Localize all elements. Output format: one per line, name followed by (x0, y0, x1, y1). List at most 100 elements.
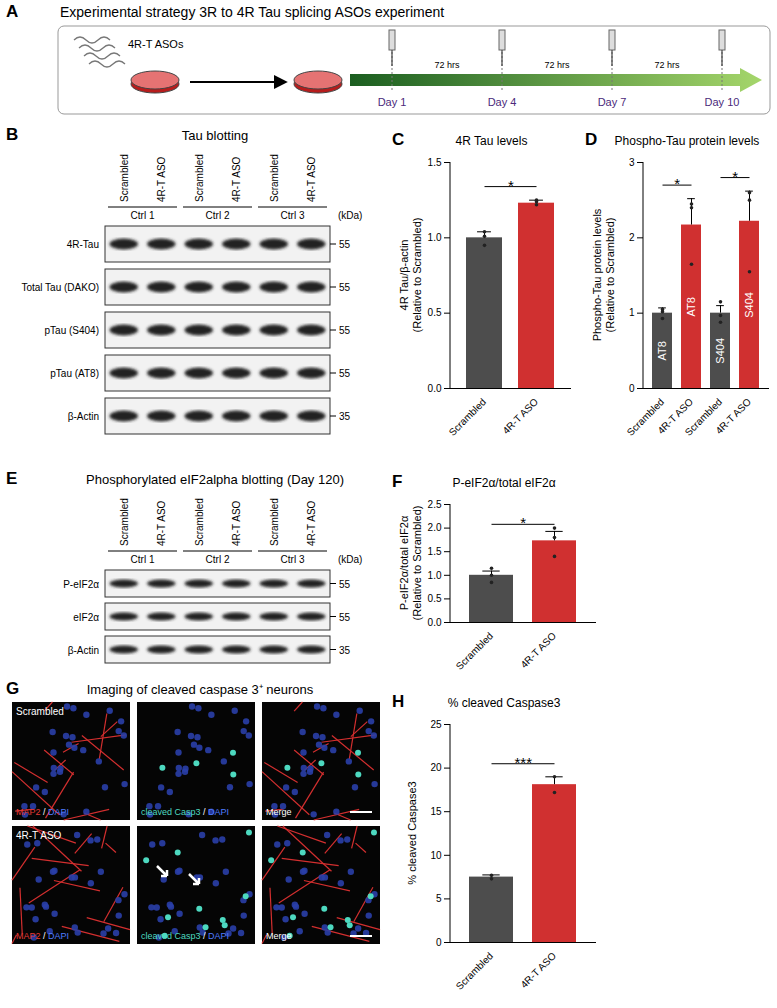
svg-text:2.0: 2.0 (428, 522, 442, 533)
svg-text:4R-T ASOs: 4R-T ASOs (128, 38, 184, 50)
svg-text:4R-T ASO: 4R-T ASO (231, 156, 242, 202)
svg-text:4R-T ASO: 4R-T ASO (16, 830, 62, 841)
svg-text:Ctrl 1: Ctrl 1 (131, 210, 155, 221)
svg-text:35: 35 (339, 645, 351, 656)
svg-text:0: 0 (629, 383, 635, 394)
svg-text:55: 55 (339, 612, 351, 623)
svg-text:10: 10 (430, 850, 442, 861)
svg-text:Scrambled: Scrambled (447, 396, 489, 438)
svg-text:Imaging of cleaved caspase 3⁺: Imaging of cleaved caspase 3⁺ neurons (87, 682, 314, 697)
svg-text:G: G (6, 679, 19, 698)
svg-text:2.5: 2.5 (428, 499, 442, 510)
svg-text:E: E (6, 469, 17, 488)
svg-text:Scrambled: Scrambled (454, 950, 496, 992)
svg-text:*: * (674, 175, 680, 192)
svg-text:(kDa): (kDa) (338, 554, 362, 565)
svg-text:25: 25 (430, 719, 442, 730)
svg-text:Phospho-Tau protein levels(Rel: Phospho-Tau protein levels(Relative to S… (591, 208, 616, 341)
svg-text:55: 55 (339, 325, 351, 336)
svg-text:4R-Tau: 4R-Tau (67, 239, 99, 250)
svg-text:4R-T ASO: 4R-T ASO (156, 500, 167, 546)
svg-text:β-Actin: β-Actin (68, 411, 99, 422)
svg-text:Ctrl 1: Ctrl 1 (131, 554, 155, 565)
svg-text:P-eIF2α: P-eIF2α (63, 579, 99, 590)
svg-text:cleaved Casp3 / DAPI: cleaved Casp3 / DAPI (141, 807, 229, 817)
svg-text:Ctrl 3: Ctrl 3 (281, 210, 305, 221)
svg-text:P-eIF2α/total eIF2α(Relative t: P-eIF2α/total eIF2α(Relative to Scramble… (398, 506, 423, 621)
svg-text:AT8: AT8 (656, 341, 668, 360)
svg-text:Phosphorylated eIF2alpha blott: Phosphorylated eIF2alpha blotting (Day 1… (86, 472, 344, 487)
svg-text:A: A (6, 2, 18, 21)
svg-text:4R-T ASO: 4R-T ASO (500, 396, 540, 436)
svg-text:55: 55 (339, 368, 351, 379)
svg-text:Scrambled: Scrambled (16, 706, 64, 717)
svg-text:0.0: 0.0 (428, 617, 442, 628)
svg-text:pTau (AT8): pTau (AT8) (50, 368, 99, 379)
svg-text:15: 15 (430, 806, 442, 817)
svg-text:4R-T ASO: 4R-T ASO (156, 156, 167, 202)
svg-text:5: 5 (436, 893, 442, 904)
svg-text:Day 4: Day 4 (488, 96, 517, 108)
svg-text:*: * (732, 168, 738, 185)
svg-text:Scrambled: Scrambled (269, 498, 280, 546)
svg-text:S404: S404 (743, 292, 755, 318)
svg-text:1.0: 1.0 (428, 232, 442, 243)
svg-text:4R-T ASO: 4R-T ASO (306, 156, 317, 202)
svg-text:Scrambled: Scrambled (119, 154, 130, 202)
svg-text:Scrambled: Scrambled (194, 498, 205, 546)
svg-text:AT8: AT8 (685, 297, 697, 316)
svg-text:cleaved Casp3 / DAPI: cleaved Casp3 / DAPI (141, 931, 229, 941)
svg-text:***: *** (514, 754, 532, 771)
svg-text:1.5: 1.5 (428, 546, 442, 557)
svg-text:*: * (520, 514, 526, 531)
svg-text:4R Tau/β-actin(Relative to Scr: 4R Tau/β-actin(Relative to Scrambled) (398, 218, 423, 333)
svg-text:4R-T ASO: 4R-T ASO (518, 950, 558, 990)
svg-text:eIF2α: eIF2α (73, 612, 99, 623)
svg-text:2: 2 (629, 232, 635, 243)
svg-text:Tau blotting: Tau blotting (182, 128, 249, 143)
svg-text:% cleaved Caspase3: % cleaved Caspase3 (406, 781, 418, 884)
svg-text:(kDa): (kDa) (338, 210, 362, 221)
svg-text:B: B (6, 125, 18, 144)
svg-text:Ctrl 2: Ctrl 2 (206, 554, 230, 565)
svg-text:72 hrs: 72 hrs (654, 60, 680, 70)
svg-text:1: 1 (629, 307, 635, 318)
svg-text:20: 20 (430, 762, 442, 773)
svg-text:Scrambled: Scrambled (454, 630, 496, 672)
svg-text:55: 55 (339, 282, 351, 293)
svg-text:Day 10: Day 10 (705, 96, 740, 108)
svg-text:1.5: 1.5 (428, 157, 442, 168)
svg-text:72 hrs: 72 hrs (544, 60, 570, 70)
svg-text:0: 0 (436, 937, 442, 948)
svg-text:4R-T ASO: 4R-T ASO (306, 500, 317, 546)
svg-text:Merge: Merge (266, 931, 292, 941)
svg-text:Total Tau (DAKO): Total Tau (DAKO) (21, 282, 99, 293)
svg-text:Ctrl 2: Ctrl 2 (206, 210, 230, 221)
svg-text:1.0: 1.0 (428, 570, 442, 581)
svg-text:Day 1: Day 1 (378, 96, 407, 108)
svg-text:0.0: 0.0 (428, 383, 442, 394)
svg-text:Scrambled: Scrambled (119, 498, 130, 546)
svg-text:MAP2 / DAPI: MAP2 / DAPI (16, 931, 69, 941)
svg-text:35: 35 (339, 411, 351, 422)
svg-text:Scrambled: Scrambled (194, 154, 205, 202)
svg-text:4R-T ASO: 4R-T ASO (231, 500, 242, 546)
svg-text:β-Actin: β-Actin (68, 645, 99, 656)
svg-text:Day 7: Day 7 (598, 96, 627, 108)
svg-text:55: 55 (339, 239, 351, 250)
svg-text:4R-T ASO: 4R-T ASO (518, 630, 558, 670)
svg-text:72 hrs: 72 hrs (434, 60, 460, 70)
svg-text:pTau (S404): pTau (S404) (45, 325, 99, 336)
svg-text:4R-T ASO: 4R-T ASO (713, 396, 753, 436)
svg-text:55: 55 (339, 579, 351, 590)
svg-text:0.5: 0.5 (428, 593, 442, 604)
svg-text:Scrambled: Scrambled (269, 154, 280, 202)
svg-text:Merge: Merge (266, 807, 292, 817)
svg-text:*: * (508, 177, 514, 194)
svg-text:0.5: 0.5 (428, 307, 442, 318)
svg-text:S404: S404 (714, 338, 726, 364)
svg-text:3: 3 (629, 157, 635, 168)
svg-text:Ctrl 3: Ctrl 3 (281, 554, 305, 565)
svg-text:Experimental strategy 3R to 4R: Experimental strategy 3R to 4R Tau splic… (60, 4, 444, 20)
svg-text:MAP2 / DAPI: MAP2 / DAPI (16, 807, 69, 817)
